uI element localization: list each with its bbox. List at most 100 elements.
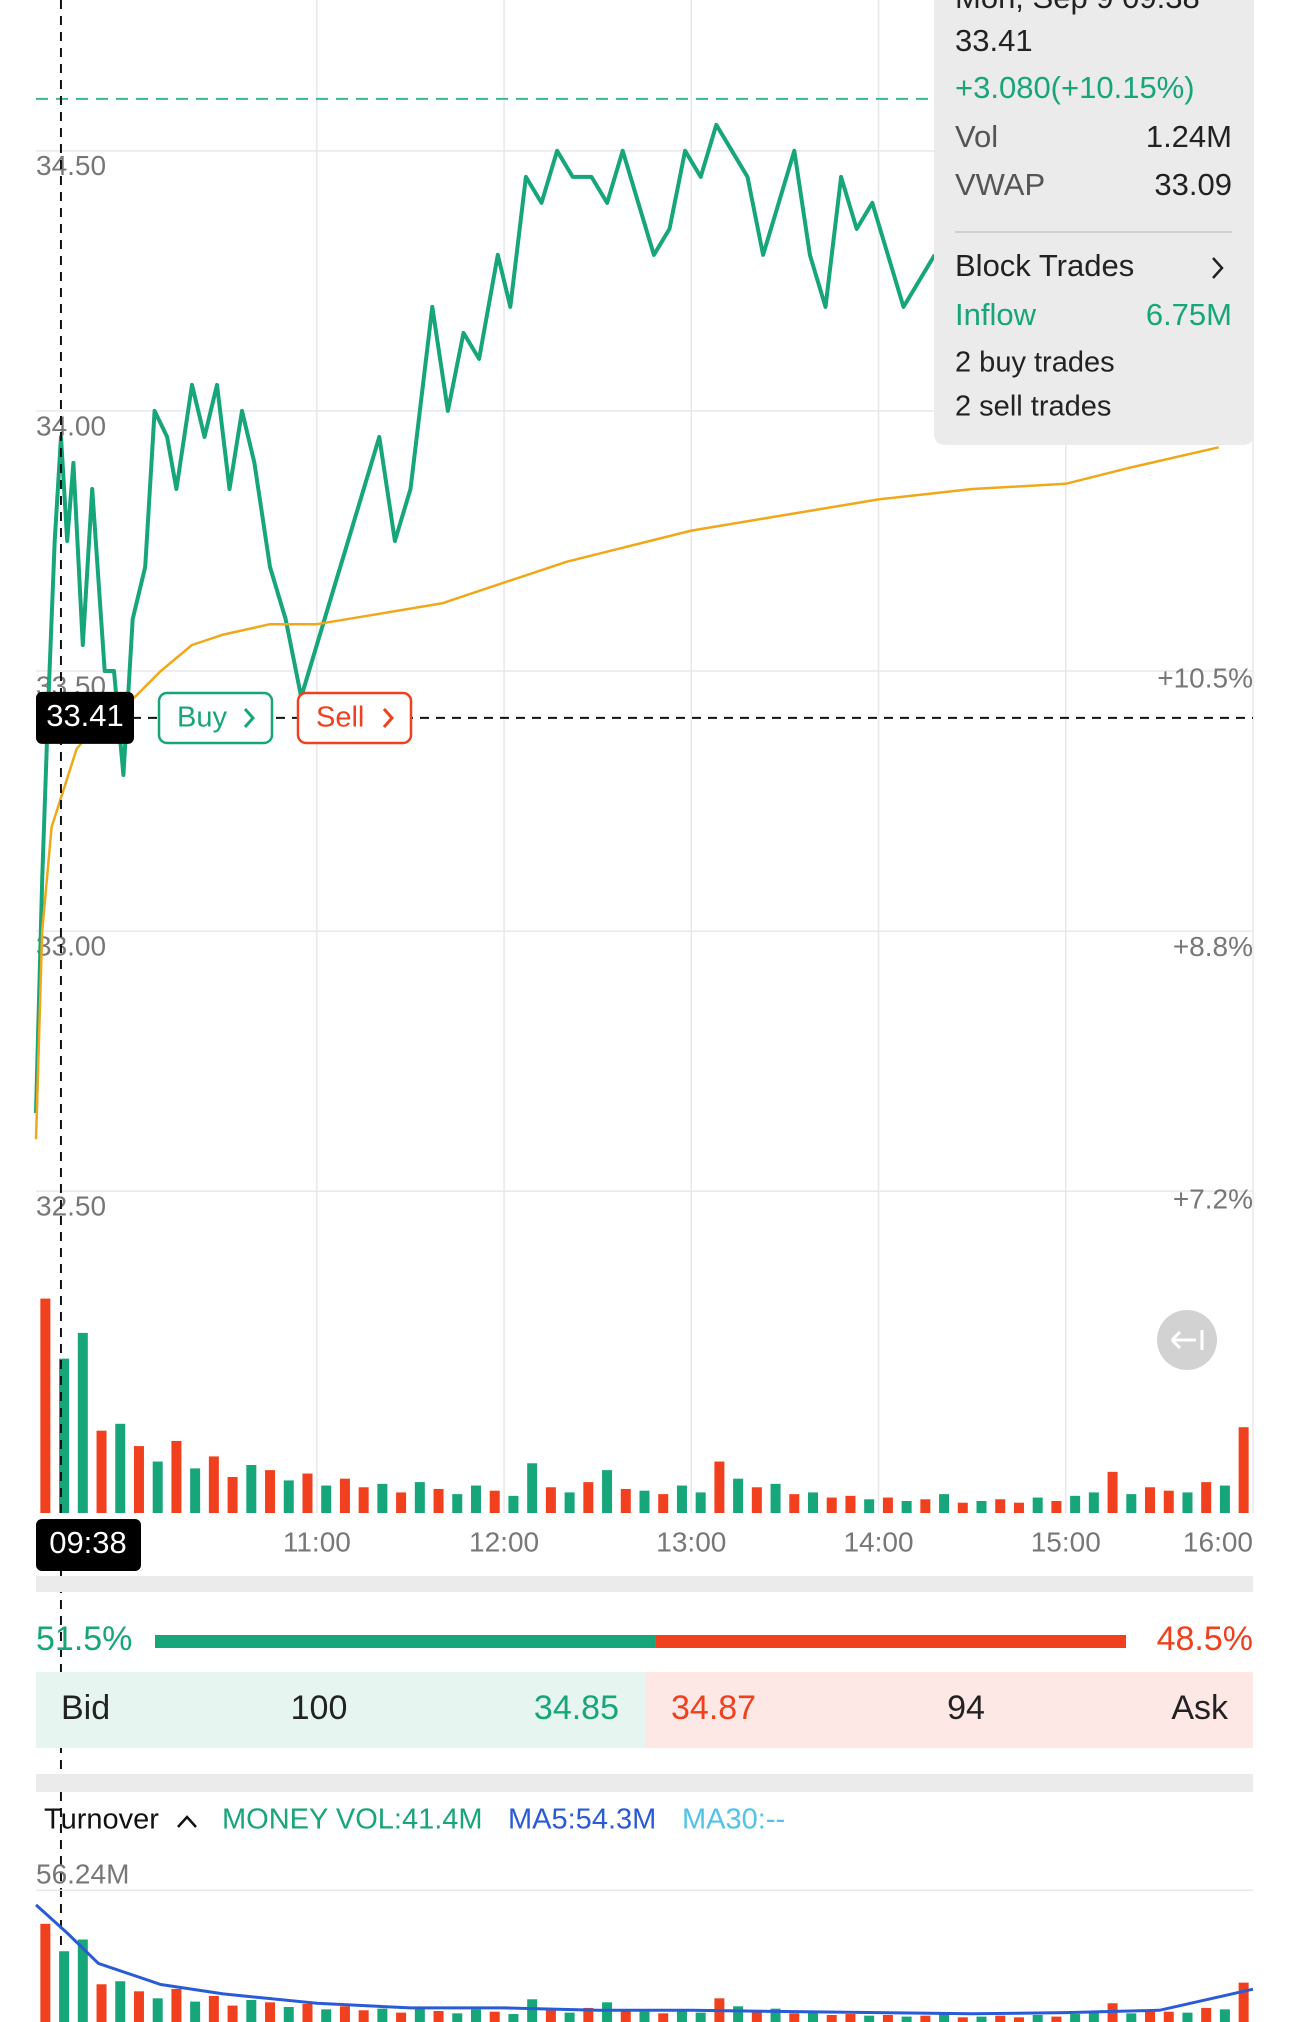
volume-bar	[96, 1430, 107, 1513]
volume-bar	[995, 1499, 1006, 1513]
turnover-bar	[133, 1991, 144, 2022]
y-tick-label: 56.24M	[36, 1859, 129, 1890]
volume-bar	[302, 1473, 313, 1513]
turnover-indicator: MA30:--	[682, 1804, 785, 1836]
volume-bar	[545, 1487, 556, 1513]
block-trades-chevron[interactable]	[1212, 257, 1224, 279]
buy-chevron[interactable]	[243, 708, 256, 728]
reset-icon[interactable]	[1170, 1330, 1204, 1350]
turnover-title[interactable]: Turnover	[44, 1804, 159, 1836]
turnover-bar	[59, 1951, 70, 2022]
volume-bar	[808, 1492, 819, 1513]
volume-bar	[920, 1499, 931, 1513]
buy-button[interactable]	[157, 691, 274, 745]
volume-bar	[283, 1480, 294, 1513]
turnover-bar	[489, 2011, 500, 2022]
turnover-bar	[939, 2013, 950, 2022]
volume-bar	[1107, 1471, 1118, 1513]
tooltip-box	[934, 0, 1254, 445]
volume-bar	[1163, 1490, 1174, 1513]
inflow-value: 6.75M	[1146, 297, 1232, 332]
volume-bar	[59, 1358, 70, 1513]
volume-bar	[620, 1488, 631, 1513]
turnover-bar	[789, 2013, 800, 2022]
volume-bar	[1070, 1495, 1081, 1513]
turnover-bar	[470, 2009, 481, 2022]
turnover-bar	[1238, 1982, 1249, 2022]
tooltip-change: +3.080(+10.15%)	[955, 70, 1195, 105]
turnover-indicator: MONEY VOL:41.4M	[222, 1804, 483, 1836]
turnover-bar	[77, 1939, 88, 2022]
tooltip-row-value: 1.24M	[1146, 119, 1232, 154]
volume-bar	[602, 1470, 613, 1513]
tooltip-row-value: 33.09	[1154, 167, 1232, 202]
sell-trades: 2 sell trades	[955, 391, 1111, 423]
turnover-bar	[527, 1999, 538, 2022]
separator	[36, 1576, 1253, 1592]
crosshair-time: 09:38	[49, 1525, 127, 1560]
volume-bar	[358, 1487, 369, 1513]
sell-chevron[interactable]	[382, 708, 395, 728]
x-tick-label: 12:00	[469, 1526, 539, 1557]
volume-bar	[1219, 1485, 1230, 1513]
volume-bar	[583, 1482, 594, 1513]
volume-bar	[321, 1485, 332, 1513]
buy-label[interactable]: Buy	[177, 702, 227, 734]
turnover-bar	[957, 2017, 968, 2022]
turnover-bar	[414, 2007, 425, 2022]
turnover-bar	[751, 2010, 762, 2022]
tooltip-row-label: Vol	[955, 119, 998, 154]
turnover-bar	[882, 2014, 893, 2022]
tooltip-row-label: VWAP	[955, 167, 1045, 202]
turnover-bar	[1126, 2013, 1137, 2022]
volume-bar	[246, 1464, 257, 1513]
bid-price: 34.85	[534, 1689, 619, 1727]
volume-bar	[1126, 1494, 1137, 1513]
volume-bar	[639, 1490, 650, 1513]
turnover-bar	[545, 2010, 556, 2022]
volume-bar	[976, 1500, 987, 1513]
volume-bar	[882, 1497, 893, 1513]
bid-label: Bid	[61, 1689, 110, 1727]
volume-bar	[1145, 1487, 1156, 1513]
volume-bar	[1051, 1500, 1062, 1513]
ask-ratio: 48.5%	[1157, 1620, 1253, 1658]
turnover-bar	[433, 2010, 444, 2022]
volume-bar	[733, 1478, 744, 1513]
turnover-bar	[396, 2012, 407, 2022]
x-tick-label: 13:00	[656, 1526, 726, 1557]
block-trades-title[interactable]: Block Trades	[955, 248, 1134, 283]
sell-label[interactable]: Sell	[316, 702, 364, 734]
x-tick-label: 11:00	[283, 1526, 351, 1557]
volume-bar	[826, 1497, 837, 1513]
turnover-bar	[358, 2010, 369, 2022]
volume-bar	[152, 1461, 163, 1513]
volume-bar	[658, 1494, 669, 1513]
volume-bar	[751, 1487, 762, 1513]
turnover-chevron[interactable]	[177, 1815, 197, 1828]
turnover-bar	[227, 2005, 238, 2022]
volume-bar	[396, 1492, 407, 1513]
turnover-bar	[265, 2002, 276, 2022]
volume-bar	[115, 1423, 126, 1513]
turnover-bar	[864, 2015, 875, 2022]
turnover-bar	[171, 1988, 182, 2022]
turnover-bar	[1032, 2014, 1043, 2022]
volume-bar	[939, 1494, 950, 1513]
crosshair-price: 33.41	[46, 698, 124, 733]
inflow-label: Inflow	[955, 297, 1037, 332]
turnover-bar	[1201, 2007, 1212, 2022]
volume-bar	[452, 1494, 463, 1513]
turnover-bar	[995, 2015, 1006, 2022]
turnover-bar	[770, 2008, 781, 2022]
ask-ratio-bar	[655, 1635, 1126, 1648]
turnover-bar	[1163, 2011, 1174, 2022]
turnover-bar	[115, 1981, 126, 2022]
volume-bar	[1013, 1502, 1024, 1513]
volume-bar	[527, 1463, 538, 1513]
volume-bar	[676, 1485, 687, 1513]
price-line	[34, 446, 1219, 1140]
sell-button[interactable]	[296, 691, 413, 745]
